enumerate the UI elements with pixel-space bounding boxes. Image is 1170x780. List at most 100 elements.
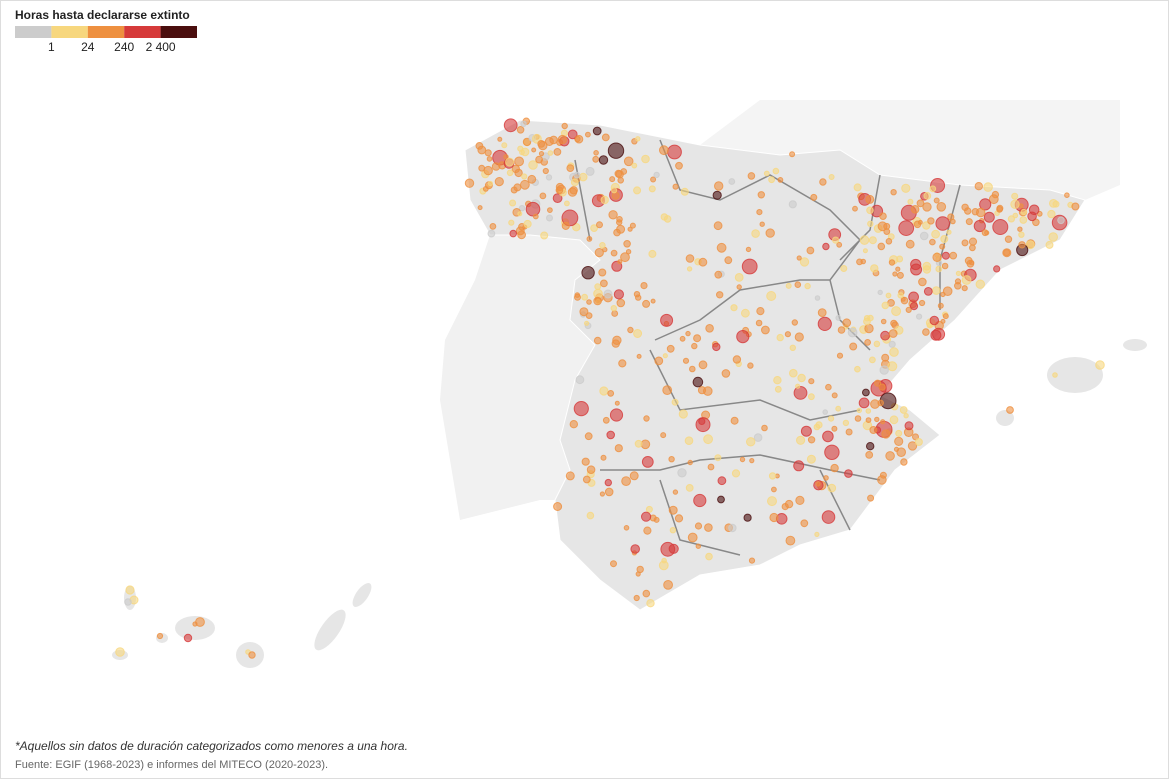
fire-dot [672, 183, 679, 190]
fire-dot [877, 399, 885, 407]
fire-dot [611, 310, 619, 317]
fire-dot [940, 235, 949, 243]
legend-tick-label: 1 [48, 40, 55, 54]
fire-dot [487, 229, 496, 238]
fire-dot [905, 306, 912, 313]
fire-dot [648, 249, 657, 258]
menorca [1123, 339, 1147, 351]
fire-dot [645, 505, 653, 513]
fire-dot [546, 214, 553, 222]
fire-dot [1018, 241, 1026, 249]
fire-dot [610, 249, 618, 257]
fire-dot [853, 183, 862, 192]
fire-dot [916, 313, 923, 320]
fire-dot [660, 432, 667, 439]
fire-dot [508, 219, 515, 226]
fuerteventura [314, 609, 346, 651]
fire-dot [685, 484, 694, 492]
fire-dot [730, 304, 738, 312]
fire-dot [607, 390, 615, 397]
fire-dot [593, 150, 599, 156]
fire-dot [806, 246, 815, 255]
fire-dot [593, 336, 602, 345]
fire-dot [794, 281, 802, 289]
fire-dot [916, 199, 925, 208]
fire-dot [874, 379, 882, 387]
fire-dot [525, 201, 541, 217]
fire-dot [755, 319, 763, 327]
fire-dot [761, 325, 770, 335]
fire-dot [573, 171, 581, 179]
fire-dot [728, 178, 736, 185]
legend-tick-label: 24 [81, 40, 95, 54]
fire-dot [899, 406, 908, 414]
fire-dot [885, 238, 893, 245]
fire-dot [666, 344, 675, 353]
fire-dot [868, 236, 877, 245]
fire-dot [486, 156, 493, 162]
fire-dot [895, 429, 903, 437]
fire-dot [195, 617, 205, 627]
fire-dot [1017, 226, 1023, 232]
fire-dot [590, 224, 598, 233]
fire-dot [932, 286, 941, 295]
fire-dot [862, 248, 868, 254]
fire-dot [584, 320, 590, 326]
fire-dot [555, 186, 564, 195]
fire-dot [847, 327, 858, 338]
fire-dot [1019, 216, 1028, 224]
fire-dot [565, 471, 575, 481]
fire-dot [975, 207, 986, 218]
fire-dot [922, 328, 930, 336]
fire-dot [874, 416, 880, 423]
fire-dot [608, 210, 618, 220]
fire-dot [609, 176, 616, 183]
fire-dot [574, 292, 581, 298]
fire-dot [939, 243, 946, 250]
fire-dot [592, 126, 602, 136]
fire-dot [581, 457, 590, 466]
fire-dot [561, 221, 570, 230]
fire-dot [947, 213, 955, 221]
fire-dot [567, 129, 578, 140]
fire-dot [795, 383, 801, 389]
fire-dot [946, 229, 952, 235]
fire-dot [835, 315, 842, 321]
fire-dot [896, 255, 904, 263]
fire-dot [617, 259, 623, 265]
fire-dot [940, 318, 946, 324]
fire-dot [748, 557, 756, 564]
fire-dot [730, 416, 739, 425]
fire-dot [889, 347, 899, 357]
fire-dot [922, 202, 932, 212]
fire-dot [521, 173, 528, 180]
fire-dot [675, 161, 683, 170]
fire-dot [885, 451, 895, 461]
fire-dot [808, 393, 815, 401]
fire-dot [248, 651, 256, 659]
fire-dot [569, 186, 578, 195]
fire-dot [942, 286, 953, 297]
fire-dot [756, 307, 765, 316]
fire-dot [759, 221, 765, 227]
fire-dot [893, 446, 900, 452]
fire-dot [879, 471, 887, 479]
fire-dot [776, 333, 784, 342]
legend-title: Horas hasta declararse extinto [15, 8, 190, 22]
fire-dot [633, 594, 640, 602]
fire-dot [578, 172, 588, 182]
fire-dot [904, 421, 914, 431]
fire-dot [537, 140, 546, 148]
fire-dot [1028, 204, 1040, 216]
fire-dot [623, 240, 631, 248]
fire-dot [854, 415, 862, 422]
fire-dot [932, 252, 942, 262]
fire-dot [747, 172, 756, 180]
fire-dot [897, 292, 904, 299]
fire-dot [600, 279, 608, 288]
legend-swatch [15, 26, 52, 38]
fire-dot [653, 171, 660, 179]
fire-dot [907, 198, 914, 205]
fire-dot [714, 454, 722, 462]
fire-dot [604, 478, 612, 487]
